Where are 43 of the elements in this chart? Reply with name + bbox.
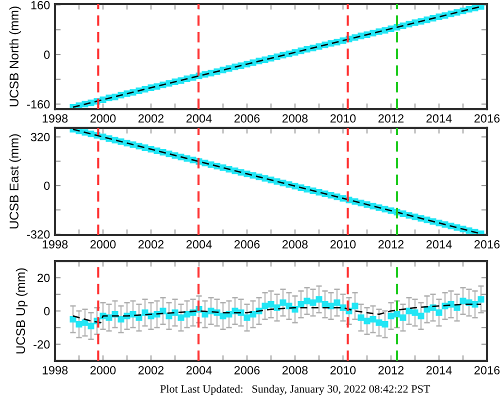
y-axis-title: UCSB East (mm) (9, 134, 21, 228)
y-axis-title: UCSB Up (mm) (16, 268, 28, 354)
x-tick-label: 2004 (186, 240, 212, 249)
x-tick-label: 2008 (282, 114, 308, 123)
x-tick-label: 2016 (474, 240, 500, 249)
x-tick-label: 2000 (90, 366, 116, 374)
x-tick-label: 2002 (138, 240, 164, 249)
y-axis-title: UCSB North (mm) (9, 6, 21, 106)
x-tick-label: 2002 (138, 114, 164, 123)
x-tick-label: 2000 (90, 240, 116, 249)
x-tick-label: 2010 (330, 366, 356, 374)
y-tick-label: 0 (44, 182, 50, 190)
y-tick-label: 0 (44, 307, 50, 316)
x-tick-label: 2008 (282, 240, 308, 249)
x-tick-label: 2012 (378, 240, 404, 249)
x-tick-label: 2010 (330, 114, 356, 123)
x-tick-label: 2010 (330, 240, 356, 249)
x-tick-label: 2006 (234, 366, 260, 374)
x-tick-label: 2006 (234, 240, 260, 249)
x-tick-label: 2012 (378, 366, 404, 374)
y-tick-label: 320 (30, 132, 50, 142)
y-tick-label: -160 (27, 100, 50, 109)
x-tick-label: 2008 (282, 366, 308, 374)
x-tick-label: 1998 (42, 114, 68, 123)
y-tick-label: 0 (44, 50, 50, 59)
y-tick-label: -20 (34, 340, 50, 349)
x-tick-label: 2014 (426, 240, 452, 249)
y-tick-label: 160 (31, 0, 50, 10)
x-tick-label: 2002 (138, 366, 164, 374)
x-tick-label: 1998 (42, 240, 68, 249)
y-tick-label: 20 (38, 274, 50, 282)
x-tick-label: 2006 (234, 114, 260, 123)
x-tick-label: 2016 (474, 114, 500, 123)
x-tick-label: 2000 (90, 114, 116, 123)
x-tick-label: 2004 (186, 114, 212, 123)
x-tick-label: 2016 (474, 366, 500, 374)
x-tick-label: 2004 (186, 366, 212, 374)
x-tick-label: 2014 (426, 366, 452, 374)
x-tick-label: 1998 (42, 366, 68, 374)
y-tick-label: -320 (27, 230, 50, 239)
x-tick-label: 2014 (426, 114, 452, 123)
text: Plot Last Updated: Sunday, January 30, 2022 08:42:22 PST (160, 384, 430, 395)
x-tick-label: 2012 (378, 114, 404, 123)
